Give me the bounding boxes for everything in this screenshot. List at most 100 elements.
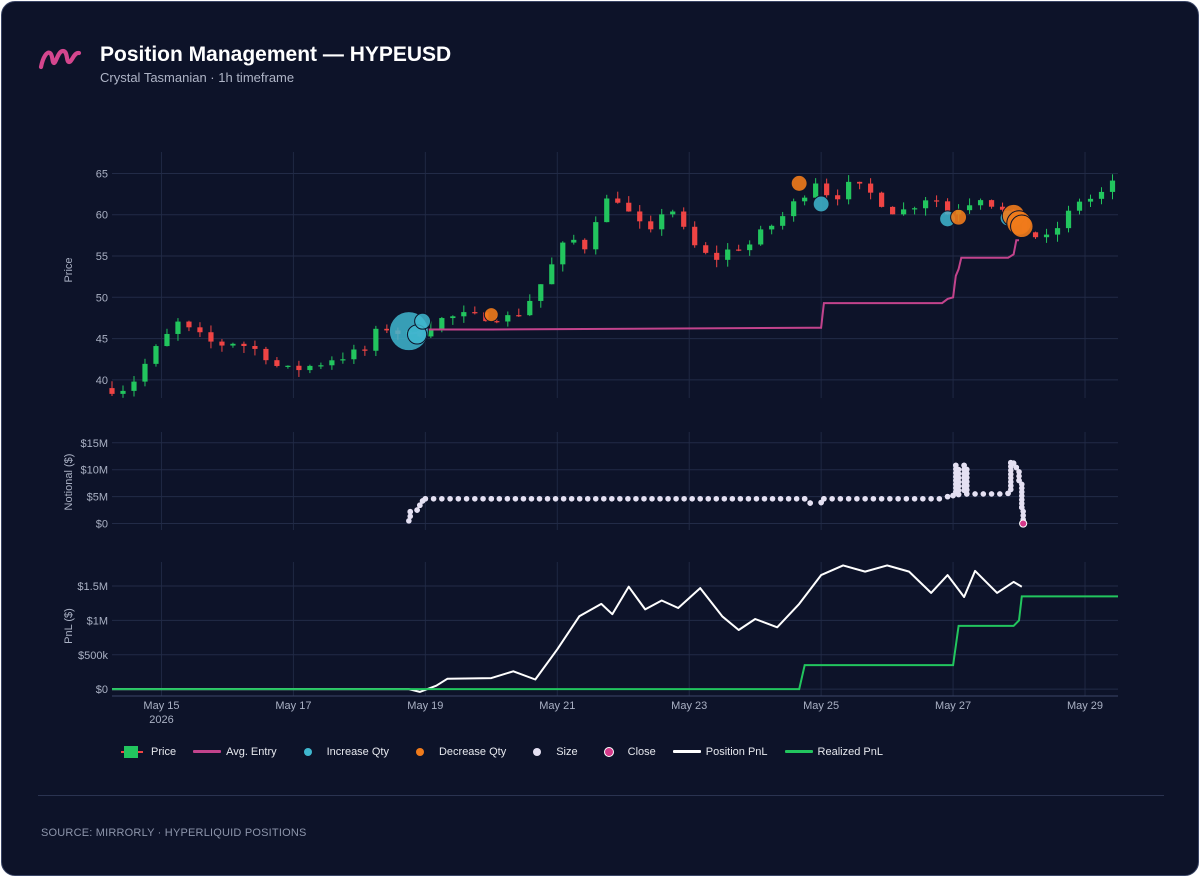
size-dot [1008,467,1014,474]
size-dot [649,495,655,502]
candle-body [263,348,269,361]
legend-symbol-icon [523,744,551,760]
y-tick-label: $1.5M [77,581,108,593]
candle-body [1109,180,1116,192]
size-dot [480,495,486,502]
size-dot [665,495,671,502]
candle-body [890,206,896,215]
candle-body [670,211,676,215]
size-dot [980,491,987,497]
size-dot [673,495,679,502]
size-dot [854,495,860,502]
candle-body [428,328,434,337]
candle-body [681,211,687,227]
size-dot [753,495,760,502]
size-dot [1010,460,1017,467]
candle-body [285,365,291,367]
legend-item[interactable]: Size [523,744,578,760]
size-dot [407,508,414,515]
legend-label: Increase Qty [326,746,389,758]
candle-body [571,239,577,243]
position-pnl-line [112,564,1023,693]
size-dot [417,502,423,509]
size-dot [878,495,885,502]
candle-body [868,183,874,193]
candle-body [758,229,764,245]
legend-item[interactable]: Decrease Qty [406,744,506,760]
size-dot [560,495,567,502]
avg-entry-line [408,239,1019,335]
candle-body [966,205,973,211]
size-dot [801,495,808,502]
size-dot [689,495,695,502]
candle-body [1098,191,1105,199]
size-dot [576,495,583,502]
size-dot [721,495,728,502]
footer-divider [38,795,1164,796]
size-dot [568,495,575,502]
candle-body [1032,232,1039,238]
chart-legend: Price Avg. Entry Increase Qty Decrease Qty S… [118,743,900,761]
decrease-trade-marker [790,174,808,192]
y-tick-label: $10M [80,465,108,477]
size-dot [903,495,910,502]
size-dot [895,495,901,502]
candle-body [307,365,313,371]
candle-body [329,360,335,366]
candle-body [450,316,456,319]
candle-body [879,192,885,207]
candle-body [274,360,280,366]
candlestick-series [109,174,1116,398]
candle-body [516,315,522,317]
size-dot [761,495,768,502]
chart-subtitle: Crystal Tasmanian · 1h timeframe [100,70,295,85]
size-dot [1020,512,1026,519]
x-tick-label: May 25 [803,700,839,712]
size-dot [737,495,744,502]
legend-symbol-icon [406,744,434,760]
legend-item[interactable]: Close [595,744,656,760]
decrease-trade-marker [1010,214,1034,239]
candle-body [780,216,786,226]
candle-body [120,390,126,394]
x-tick-label: May 27 [935,700,971,712]
legend-label: Size [556,746,578,758]
size-dot [1018,489,1025,495]
size-dot [887,495,893,502]
candle-body [747,244,753,251]
size-dot [705,495,712,502]
candle-body [791,201,797,217]
size-dot [1008,475,1014,481]
candle-body [527,300,533,316]
size-dot [1018,500,1025,507]
candle-body [538,284,544,301]
legend-item[interactable]: Price [118,744,176,760]
size-dot [512,495,519,502]
legend-item[interactable]: Position PnL [672,744,768,760]
legend-label: Position PnL [705,746,768,758]
size-dot [552,495,559,502]
size-dot [520,495,527,502]
candle-body [1076,201,1083,211]
size-dot [713,495,720,502]
size-dot [955,466,962,473]
size-dot [911,495,918,502]
size-dot [928,495,934,502]
size-dot [1008,482,1014,489]
legend-item[interactable]: Realized PnL [784,744,883,760]
size-dot [472,495,478,502]
candle-body [384,328,390,331]
size-dot [955,487,962,494]
candle-body [901,209,907,215]
candle-body [824,183,830,196]
x-tick-label: May 29 [1067,700,1103,712]
legend-label: Avg. Entry [226,746,277,758]
candle-body [560,242,566,265]
legend-item[interactable]: Increase Qty [294,744,389,760]
size-dot [455,495,462,502]
legend-item[interactable]: Avg. Entry [193,744,277,760]
decrease-trade-marker [950,208,968,226]
size-dot [488,495,495,502]
size-dot [536,495,543,502]
